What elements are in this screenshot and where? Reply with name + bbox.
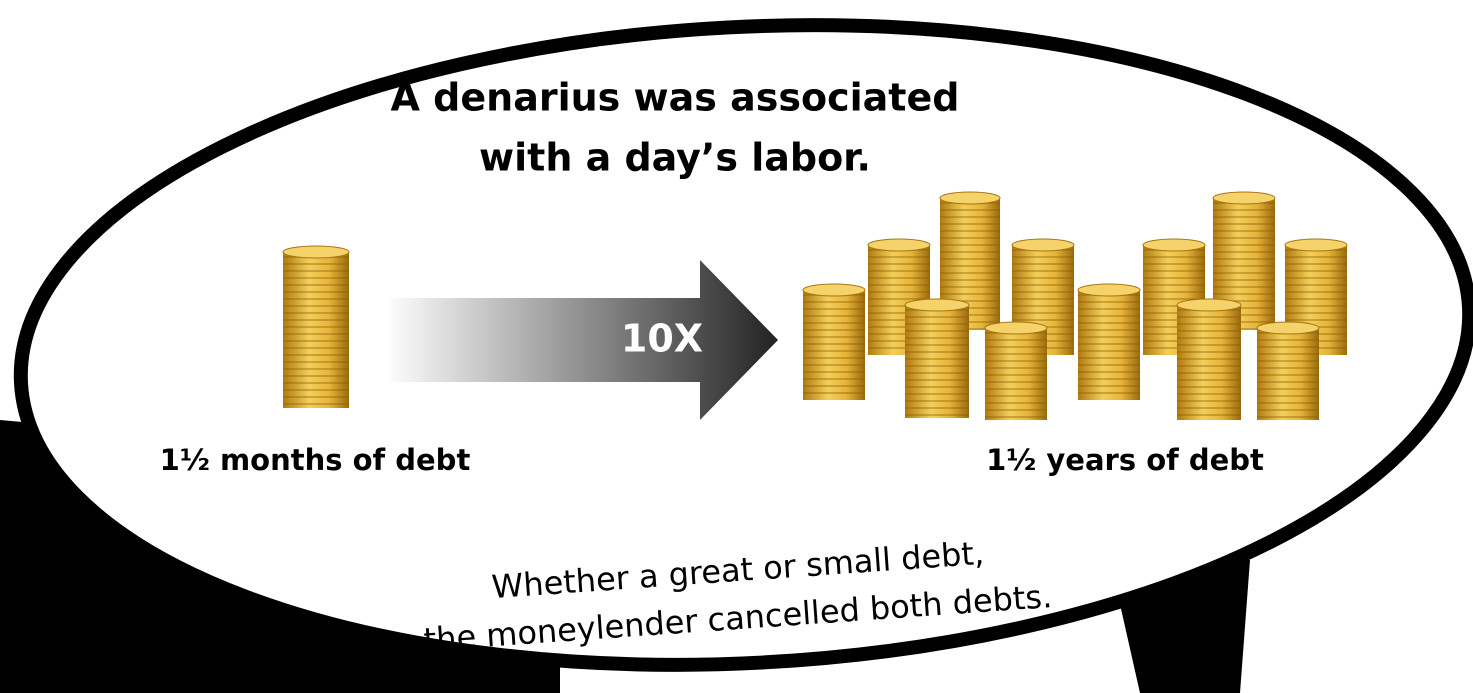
left-label: 1½ months of debt <box>160 443 471 477</box>
coin-shape <box>802 283 866 297</box>
right-label: 1½ years of debt <box>986 443 1264 477</box>
coin-shape <box>1176 298 1242 312</box>
arrow <box>385 260 778 420</box>
coin-shape <box>1078 290 1140 400</box>
coin-shape <box>1212 191 1276 205</box>
coin-shape <box>1284 238 1348 252</box>
coin-shape <box>282 245 350 259</box>
coin-stacks <box>282 191 1348 420</box>
arrow-label: 10X <box>621 317 703 361</box>
coin-shape <box>939 191 1001 205</box>
coin-shape <box>283 252 349 408</box>
coin-shape <box>1256 321 1320 335</box>
coin-shape <box>867 238 931 252</box>
heading-line: A denarius was associated <box>391 76 960 120</box>
coin-shape <box>1077 283 1141 297</box>
coin-shape <box>904 298 970 312</box>
coin-shape <box>984 321 1048 335</box>
coin-shape <box>1011 238 1075 252</box>
coin-shape <box>1177 305 1241 420</box>
coin-shape <box>1142 238 1206 252</box>
coin-shape <box>985 328 1047 420</box>
coin-shape <box>1257 328 1319 420</box>
heading-line: with a day’s labor. <box>479 136 871 180</box>
coin-shape <box>803 290 865 400</box>
